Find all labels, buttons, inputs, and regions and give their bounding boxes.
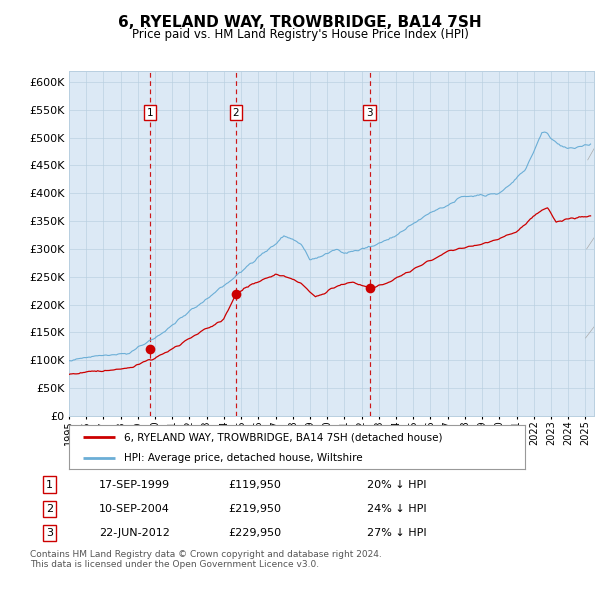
Text: 17-SEP-1999: 17-SEP-1999 — [99, 480, 170, 490]
Text: 6, RYELAND WAY, TROWBRIDGE, BA14 7SH (detached house): 6, RYELAND WAY, TROWBRIDGE, BA14 7SH (de… — [124, 432, 442, 442]
Text: 6, RYELAND WAY, TROWBRIDGE, BA14 7SH: 6, RYELAND WAY, TROWBRIDGE, BA14 7SH — [118, 15, 482, 30]
Text: Price paid vs. HM Land Registry's House Price Index (HPI): Price paid vs. HM Land Registry's House … — [131, 28, 469, 41]
Text: £229,950: £229,950 — [229, 528, 282, 538]
Text: 24% ↓ HPI: 24% ↓ HPI — [367, 504, 427, 514]
Text: 10-SEP-2004: 10-SEP-2004 — [99, 504, 170, 514]
Text: 3: 3 — [367, 107, 373, 117]
Text: 1: 1 — [46, 480, 53, 490]
Text: 20% ↓ HPI: 20% ↓ HPI — [367, 480, 426, 490]
Text: Contains HM Land Registry data © Crown copyright and database right 2024.
This d: Contains HM Land Registry data © Crown c… — [30, 550, 382, 569]
Text: 2: 2 — [232, 107, 239, 117]
Text: 1: 1 — [147, 107, 154, 117]
Text: 2: 2 — [46, 504, 53, 514]
Text: 3: 3 — [46, 528, 53, 538]
Text: HPI: Average price, detached house, Wiltshire: HPI: Average price, detached house, Wilt… — [124, 453, 362, 463]
Text: 22-JUN-2012: 22-JUN-2012 — [99, 528, 170, 538]
Text: £119,950: £119,950 — [229, 480, 281, 490]
Text: £219,950: £219,950 — [229, 504, 282, 514]
Text: 27% ↓ HPI: 27% ↓ HPI — [367, 528, 427, 538]
